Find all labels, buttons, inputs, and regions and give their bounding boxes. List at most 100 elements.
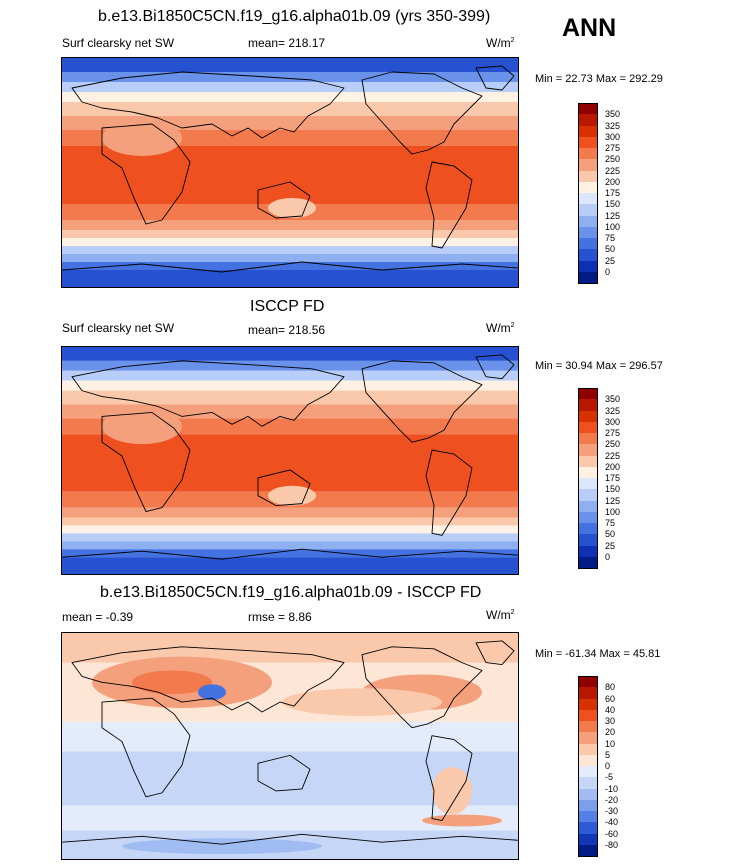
- colorbar-tick-label: 0: [605, 551, 611, 562]
- colorbar-swatch: [578, 204, 598, 216]
- colorbar-swatch: [578, 698, 598, 711]
- colorbar-swatch: [578, 181, 598, 194]
- colorbar-tick-label: 50: [605, 529, 616, 540]
- colorbar-swatch: [578, 545, 598, 558]
- colorbar-tick-label: 325: [605, 405, 621, 416]
- panel-3-minmax: Min = -61.34 Max = 45.81: [535, 648, 661, 660]
- panel-1-mean: mean= 218.17: [248, 36, 326, 50]
- panel-2-mean: mean= 218.56: [248, 323, 326, 337]
- colorbar-tick-label: 5: [605, 749, 611, 760]
- colorbar-tick-label: 0: [605, 761, 611, 771]
- panel-3-colorbar: 80 60 40 30 20 10 5 0 -5 -10 -20 -30 -40 -60 -80: [578, 676, 658, 857]
- panel-3-rmse: rmse = 8.86: [248, 610, 312, 624]
- colorbar-tick-label: -40: [605, 817, 619, 828]
- colorbar-tick-label: 100: [605, 506, 621, 517]
- colorbar-tick-label: 75: [605, 518, 616, 528]
- colorbar-swatch: [578, 766, 598, 778]
- colorbar-tick-label: 250: [605, 439, 621, 450]
- colorbar-tick-label: 30: [605, 716, 616, 726]
- colorbar-swatch: [578, 114, 598, 126]
- panel-2-map: [61, 346, 519, 575]
- colorbar-tick-label: 350: [605, 394, 621, 405]
- colorbar-swatch: [578, 534, 598, 546]
- colorbar-swatch: [578, 754, 598, 767]
- colorbar-swatch: [578, 799, 598, 812]
- colorbar-tick-label: -30: [605, 806, 619, 816]
- colorbar-swatch: [578, 811, 598, 823]
- colorbar-tick-label: 225: [605, 165, 621, 176]
- colorbar-tick-label: 225: [605, 450, 621, 461]
- colorbar-tick-label: -10: [605, 783, 619, 794]
- colorbar-tick-label: 250: [605, 154, 621, 165]
- colorbar-tick-label: 300: [605, 416, 621, 427]
- colorbar-tick-label: 150: [605, 199, 621, 210]
- colorbar-swatch: [578, 777, 598, 789]
- panel-3-mean: mean = -0.39: [62, 610, 134, 624]
- colorbar-swatch: [578, 421, 598, 434]
- colorbar-swatch: [578, 170, 598, 183]
- colorbar-swatch: [578, 511, 598, 524]
- colorbar-swatch: [578, 159, 598, 171]
- colorbar-tick-label: 275: [605, 428, 621, 438]
- panel-2-title: ISCCP FD: [250, 298, 325, 315]
- colorbar-swatch: [578, 709, 598, 722]
- colorbar-tick-label: 25: [605, 255, 616, 266]
- colorbar-tick-label: 100: [605, 221, 621, 232]
- colorbar-tick-label: 80: [605, 682, 616, 693]
- panel-1-map: [61, 57, 519, 288]
- colorbar-swatch: [578, 523, 598, 535]
- colorbar-tick-label: -80: [605, 839, 619, 850]
- colorbar-tick-label: 25: [605, 540, 616, 551]
- colorbar-tick-label: 10: [605, 738, 616, 749]
- colorbar-tick-label: 350: [605, 109, 621, 120]
- colorbar-swatch: [578, 410, 598, 423]
- colorbar-swatch: [578, 444, 598, 456]
- colorbar-tick-label: 275: [605, 143, 621, 153]
- colorbar-swatch: [578, 478, 598, 490]
- colorbar-tick-label: 75: [605, 233, 616, 243]
- panel-2-colorbar: 350 325 300 275 250 225 200 175 150 125 100 75 50 25 0: [578, 388, 658, 569]
- colorbar-swatch: [578, 433, 598, 445]
- panel-1-title: b.e13.Bi1850C5CN.f19_g16.alpha01b.09 (yr…: [98, 8, 491, 25]
- colorbar-tick-label: 325: [605, 120, 621, 131]
- colorbar-swatch: [578, 215, 598, 228]
- colorbar-swatch: [578, 103, 598, 115]
- colorbar-tick-label: 200: [605, 176, 621, 187]
- colorbar-swatch: [578, 844, 598, 857]
- colorbar-swatch: [578, 721, 598, 733]
- panel-3-map: [61, 632, 519, 860]
- colorbar-swatch: [578, 226, 598, 239]
- colorbar-swatch: [578, 788, 598, 801]
- colorbar-tick-label: 150: [605, 484, 621, 495]
- colorbar-swatch: [578, 687, 598, 699]
- colorbar-swatch: [578, 743, 598, 756]
- panel-1-units: W/m2: [486, 36, 515, 50]
- panel-1-variable-label: Surf clearsky net SW: [62, 36, 175, 50]
- colorbar-tick-label: 200: [605, 461, 621, 472]
- colorbar-swatch: [578, 466, 598, 479]
- panel-2-units: W/m2: [486, 321, 515, 335]
- colorbar-swatch: [578, 822, 598, 834]
- colorbar-tick-label: 175: [605, 188, 621, 198]
- colorbar-swatch: [578, 388, 598, 400]
- panel-1-minmax: Min = 22.73 Max = 292.29: [535, 73, 663, 85]
- colorbar-tick-label: 125: [605, 210, 621, 221]
- colorbar-swatch: [578, 125, 598, 138]
- colorbar-tick-label: 50: [605, 244, 616, 255]
- colorbar-swatch: [578, 556, 598, 569]
- season-label: ANN: [562, 14, 617, 42]
- colorbar-swatch: [578, 260, 598, 273]
- colorbar-swatch: [578, 833, 598, 846]
- colorbar-swatch: [578, 249, 598, 261]
- colorbar-swatch: [578, 193, 598, 205]
- colorbar-swatch: [578, 489, 598, 501]
- colorbar-tick-label: -5: [605, 772, 614, 783]
- colorbar-swatch: [578, 271, 598, 284]
- colorbar-tick-label: 60: [605, 693, 616, 704]
- colorbar-swatch: [578, 455, 598, 468]
- colorbar-swatch: [578, 732, 598, 744]
- colorbar-swatch: [578, 399, 598, 411]
- colorbar-tick-label: -60: [605, 828, 619, 839]
- colorbar-swatch: [578, 500, 598, 513]
- colorbar-swatch: [578, 148, 598, 160]
